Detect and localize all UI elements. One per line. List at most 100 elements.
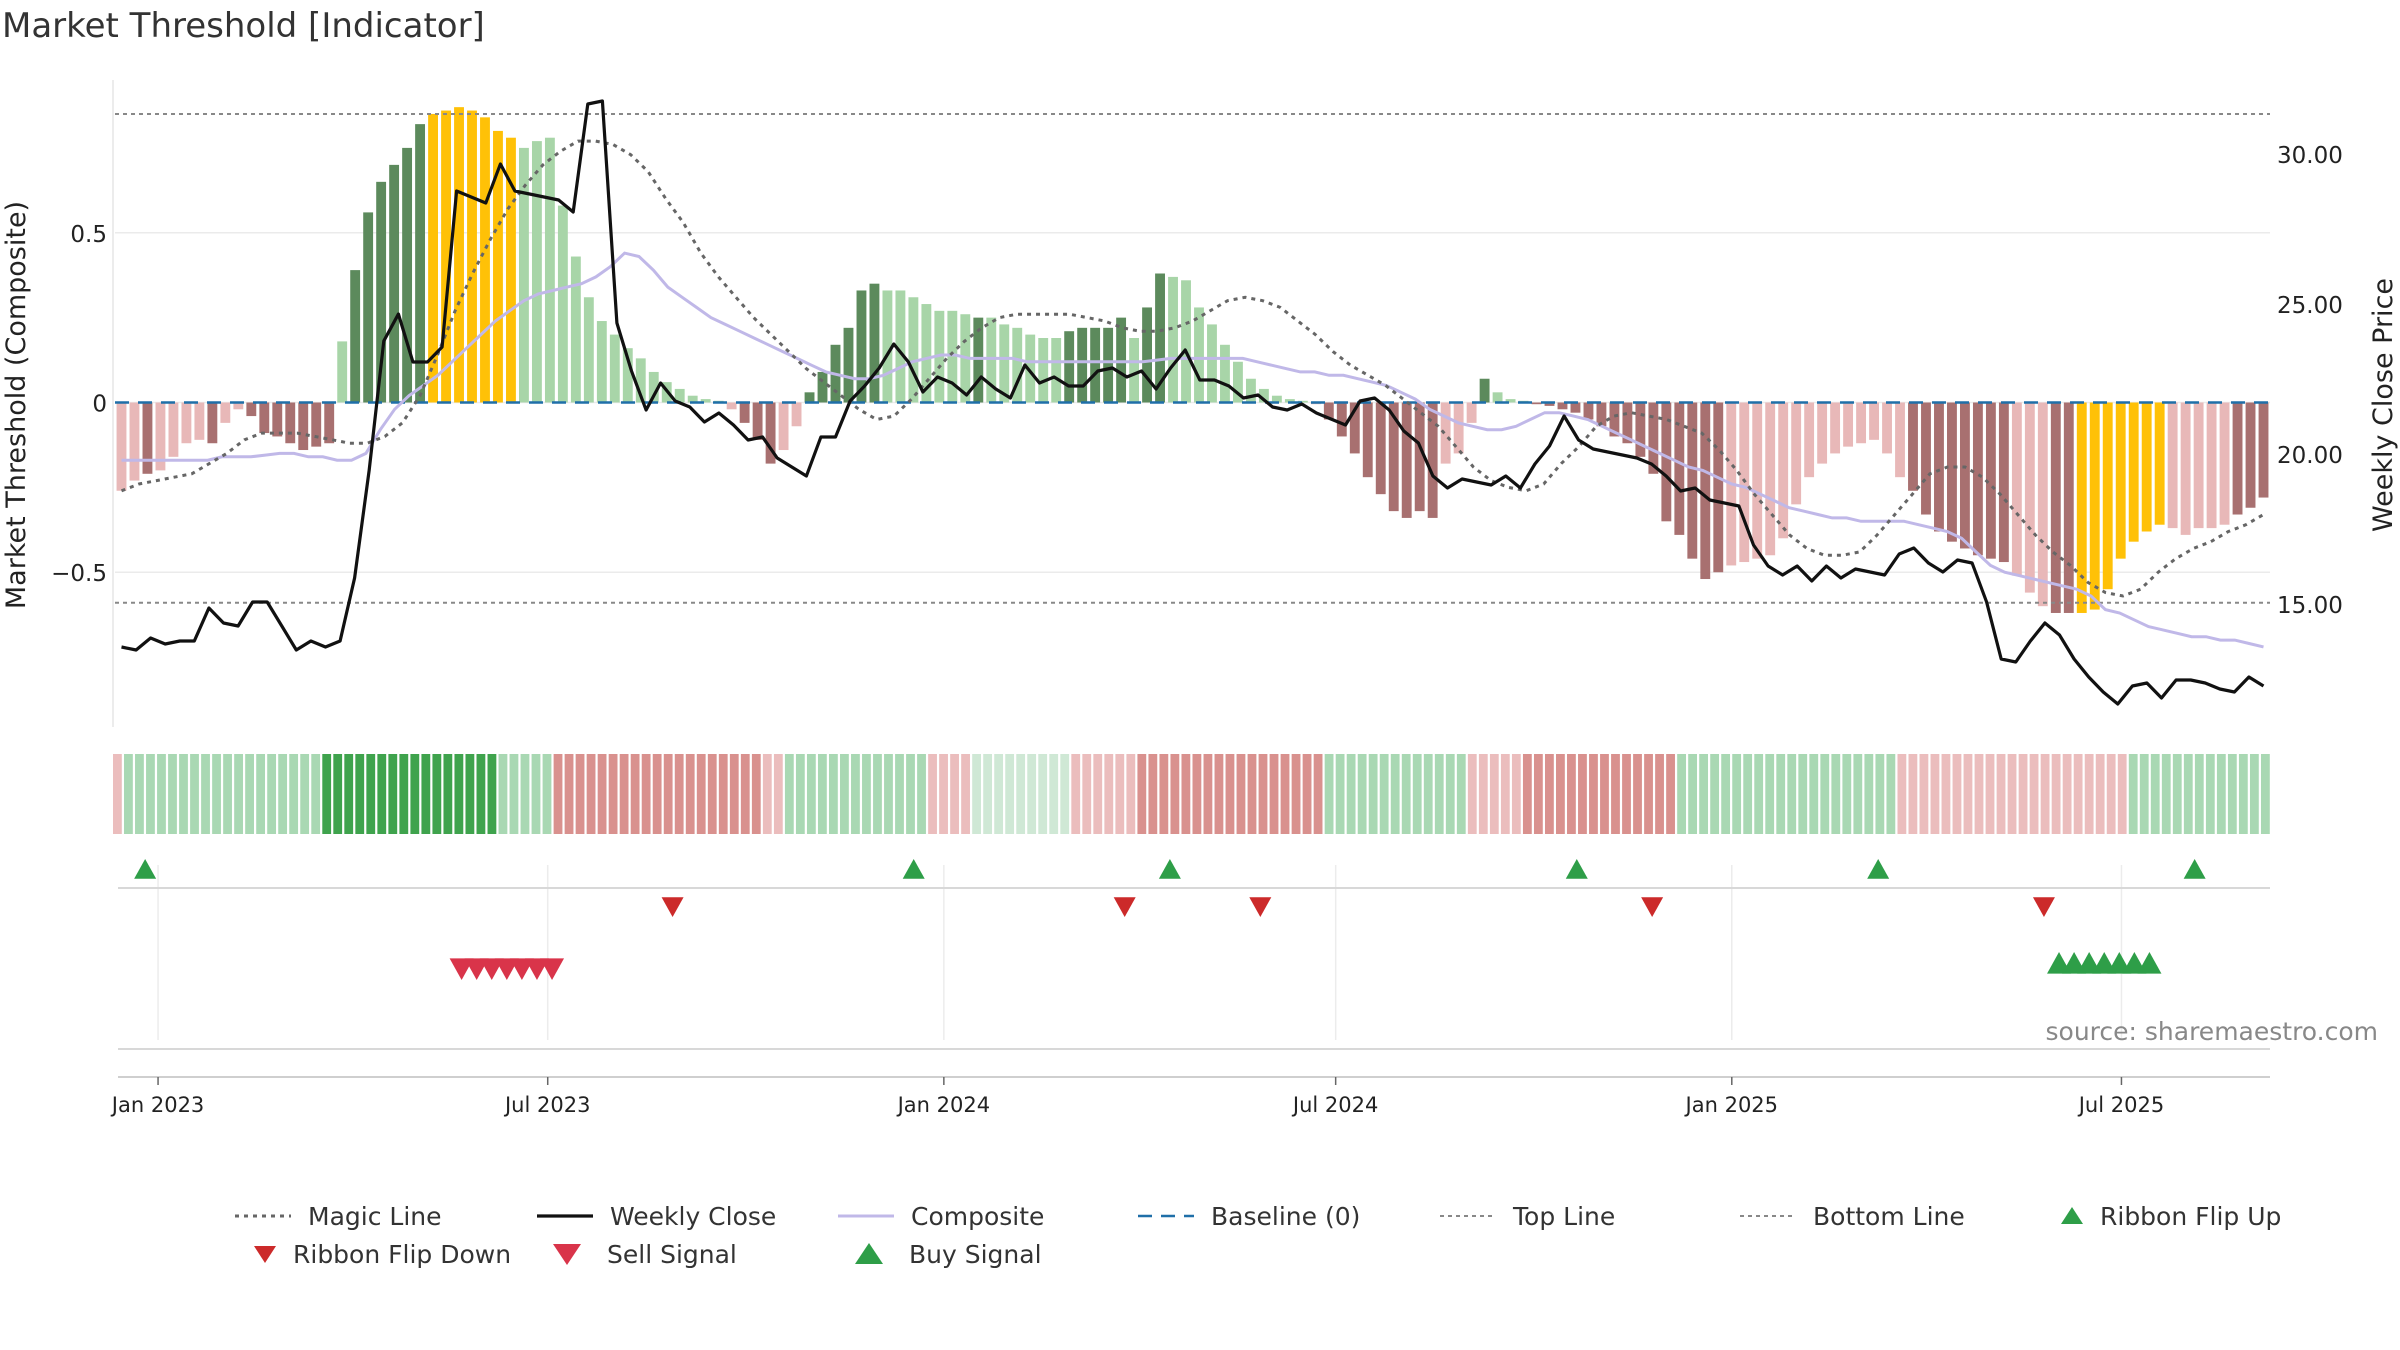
bar: [1635, 402, 1646, 457]
bar: [531, 141, 542, 403]
ribbon-cell: [1556, 754, 1565, 834]
bar: [2011, 402, 2022, 576]
ribbon-cell: [773, 754, 783, 834]
bar: [2206, 402, 2217, 529]
y-tick-label: 0.5: [70, 222, 107, 248]
legend-label: Magic Line: [308, 1202, 442, 1231]
ribbon-cell: [1324, 754, 1334, 834]
bar: [843, 327, 854, 403]
ribbon-cell: [1390, 754, 1400, 834]
bar: [1388, 402, 1399, 512]
ribbon-cell: [1919, 754, 1929, 834]
legend-item-flipdown: Ribbon Flip Down: [254, 1240, 511, 1269]
bar: [2115, 402, 2126, 559]
bars: [116, 107, 2269, 613]
y2-axis-label: Weekly Close Price: [2368, 278, 2399, 532]
ribbon-cell: [862, 754, 871, 834]
ribbon-cell: [1952, 754, 1962, 834]
ribbon-cell: [751, 754, 761, 834]
sell-signal-marker: [494, 958, 519, 980]
bar: [1856, 402, 1867, 444]
bar: [921, 304, 932, 403]
ribbon-cell: [1346, 754, 1356, 834]
bar: [337, 341, 348, 403]
ribbon-cell: [884, 754, 893, 834]
ribbon-cell: [322, 754, 332, 834]
ribbon-cell: [1611, 754, 1620, 834]
ribbon-cell: [2249, 754, 2259, 834]
ribbon-cell: [1379, 754, 1389, 834]
x-tick-label: Jul 2023: [503, 1093, 590, 1117]
ribbon-cell: [234, 754, 243, 834]
legend-label: Buy Signal: [909, 1240, 1042, 1269]
magic-line: [120, 139, 2265, 598]
ribbon-cell: [840, 754, 849, 834]
bar: [1103, 327, 1114, 403]
ribbon-cell: [718, 754, 728, 834]
ribbon-cell: [1897, 754, 1907, 834]
ribbon-cell: [928, 754, 937, 834]
ribbon-cell: [2007, 754, 2017, 834]
ribbon-cell: [1368, 754, 1378, 834]
bar: [2219, 402, 2230, 525]
bar: [1401, 402, 1412, 518]
bar: [557, 205, 568, 403]
ribbon-cell: [1401, 754, 1411, 834]
ribbon-cell: [1456, 754, 1466, 834]
ribbon-cell: [1589, 754, 1598, 834]
bar: [1245, 378, 1256, 403]
bar: [2141, 402, 2152, 532]
bar: [246, 402, 257, 417]
ribbon-flip-down-marker: [1249, 897, 1272, 917]
ribbon-cell: [498, 754, 508, 834]
ribbon-cell: [553, 754, 563, 834]
bar: [882, 290, 893, 403]
bar: [596, 321, 607, 403]
legend-label: Composite: [911, 1202, 1044, 1231]
ribbon-cell: [1567, 754, 1576, 834]
bar: [1466, 402, 1477, 423]
bar: [2232, 402, 2243, 515]
ribbon-cell: [1159, 754, 1169, 834]
ribbon-cell: [652, 754, 662, 834]
ribbon-cell: [1181, 754, 1191, 834]
bar: [1908, 402, 1918, 491]
ribbon-cell: [851, 754, 860, 834]
ribbon-cell: [1644, 754, 1653, 834]
bar: [687, 395, 698, 403]
ribbon-cell: [443, 754, 453, 834]
ribbon-cell: [1038, 754, 1048, 834]
signals: [118, 859, 2270, 1050]
bar: [389, 164, 400, 403]
bar: [583, 297, 594, 403]
ribbon-cell: [2062, 754, 2072, 834]
bar: [1155, 273, 1165, 403]
x-tick-label: Jul 2025: [2077, 1093, 2164, 1117]
bar: [1505, 399, 1516, 403]
ribbon-cell: [1445, 754, 1455, 834]
bar: [2024, 402, 2035, 593]
ribbon-cell: [1280, 754, 1290, 834]
ribbon-cell: [1853, 754, 1863, 834]
ribbon-cell: [1633, 754, 1642, 834]
ribbon-cell: [2194, 754, 2204, 834]
bar: [1181, 280, 1191, 403]
buy-signal-marker: [2062, 952, 2087, 974]
bar: [1959, 402, 1970, 549]
ribbon-cell: [1721, 754, 1731, 834]
ribbon-cell: [355, 754, 365, 834]
ribbon-cell: [223, 754, 232, 834]
y2-tick-label: 15.00: [2277, 593, 2343, 619]
ribbon-cell: [1302, 754, 1312, 834]
ribbon-cell: [531, 754, 541, 834]
legend-swatch: [553, 1244, 581, 1265]
bar: [1817, 402, 1828, 464]
axes: 0.5 0 −0.5 30.00 25.00 20.00 15.00: [51, 80, 2343, 727]
bar: [415, 124, 426, 403]
bar: [2167, 402, 2178, 529]
bar: [1583, 402, 1594, 420]
ribbon-cell: [311, 754, 321, 834]
bar: [726, 402, 737, 410]
ribbon-cell: [366, 754, 376, 834]
legend-item-close: Weekly Close: [537, 1202, 776, 1231]
